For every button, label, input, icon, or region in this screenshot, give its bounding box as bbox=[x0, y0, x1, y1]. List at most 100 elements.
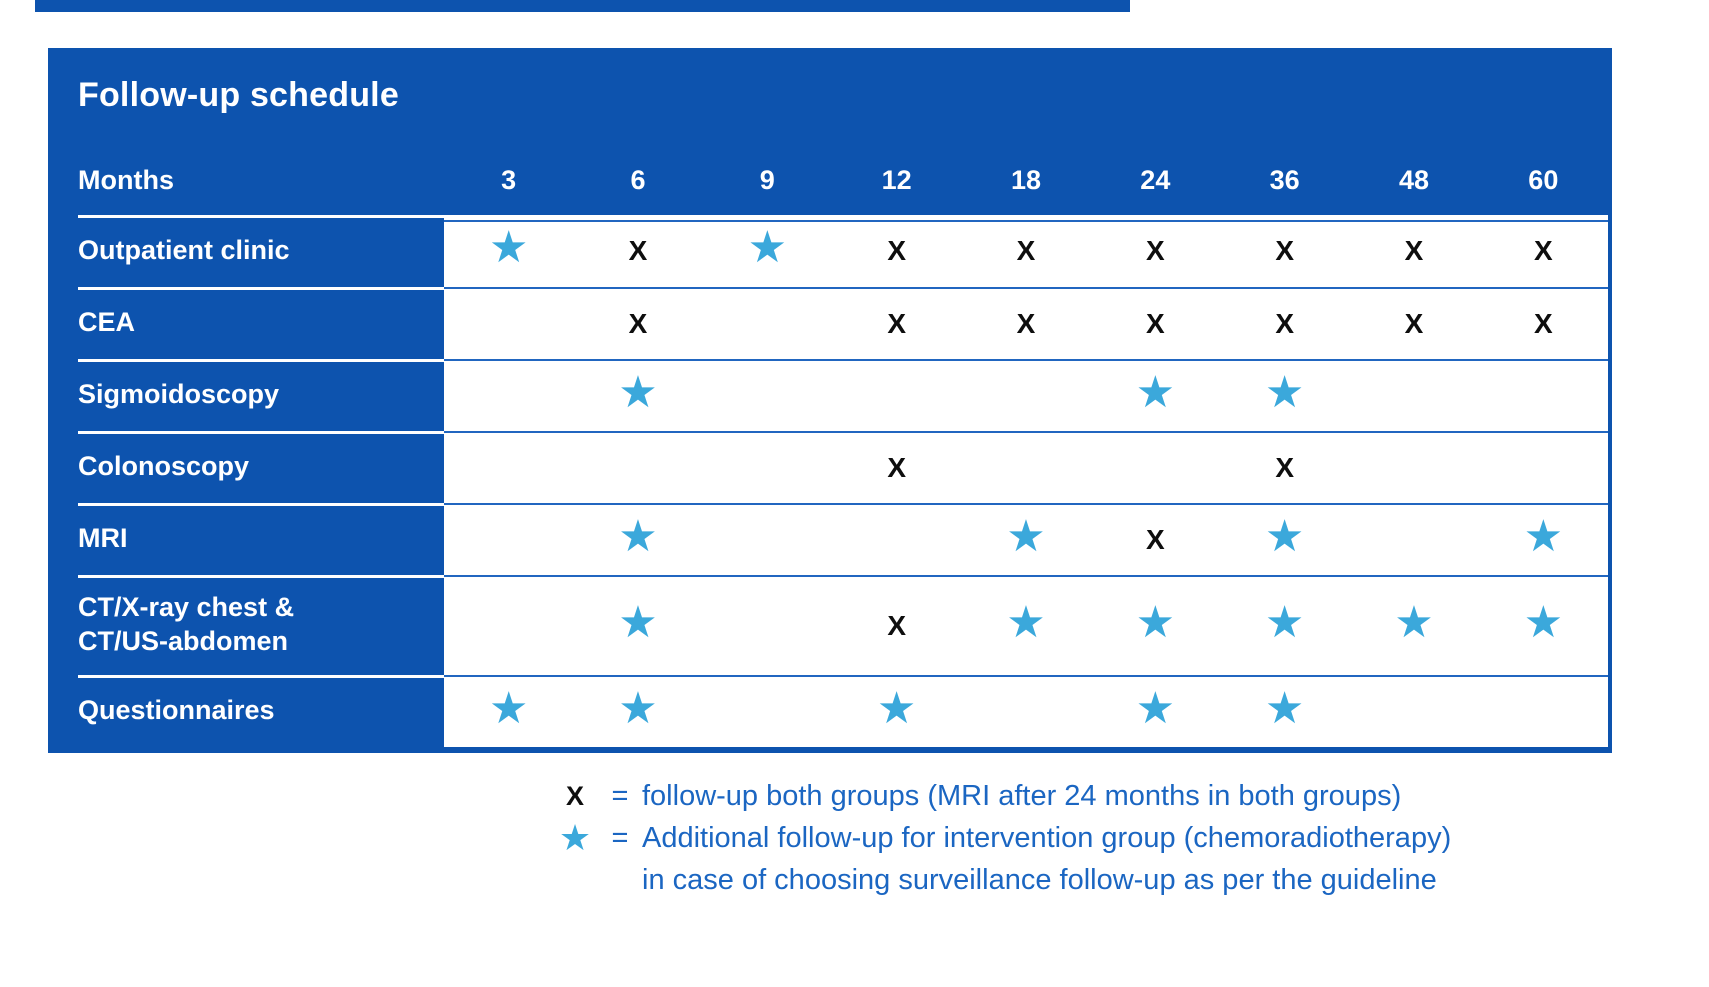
schedule-cell bbox=[1349, 503, 1479, 575]
star-icon: ★ bbox=[876, 684, 917, 733]
star-icon: ★ bbox=[1006, 512, 1046, 561]
schedule-row: Outpatient clinic ★ X ★ X X X X X X bbox=[48, 215, 1608, 287]
x-mark: X bbox=[1145, 235, 1165, 266]
star-icon: ★ bbox=[1264, 598, 1305, 647]
star-icon: ★ bbox=[618, 684, 658, 733]
schedule-cell: ★ bbox=[1090, 359, 1220, 431]
schedule-cell bbox=[1478, 431, 1608, 503]
schedule-cell: ★ bbox=[573, 503, 703, 575]
star-icon: ★ bbox=[1006, 598, 1046, 647]
row-label: MRI bbox=[48, 503, 444, 575]
star-icon: ★ bbox=[618, 512, 658, 561]
x-mark: X bbox=[1533, 235, 1553, 266]
equals-sign: = bbox=[611, 822, 629, 854]
legend-star-text-continued: in case of choosing surveillance follow-… bbox=[642, 864, 1437, 896]
schedule-cell bbox=[444, 359, 574, 431]
schedule-cell: X bbox=[831, 287, 962, 359]
schedule-cell bbox=[1090, 431, 1220, 503]
schedule-cell: ★ bbox=[831, 675, 962, 747]
legend: X = follow-up both groups (MRI after 24 … bbox=[552, 776, 1451, 900]
x-mark: X bbox=[1275, 235, 1294, 266]
schedule-row: CT/X-ray chest & CT/US-abdomen ★ X ★ ★ ★ ★ ★ bbox=[48, 575, 1608, 675]
schedule-cell: ★ bbox=[961, 503, 1091, 575]
x-mark: X bbox=[1016, 308, 1036, 339]
column-header-6: 6 bbox=[630, 164, 646, 195]
x-mark: X bbox=[887, 610, 906, 641]
schedule-cell bbox=[702, 503, 832, 575]
schedule-cell: ★ bbox=[1219, 675, 1350, 747]
star-icon: ★ bbox=[618, 598, 658, 647]
schedule-cell: X bbox=[831, 575, 962, 675]
star-icon: ★ bbox=[488, 223, 529, 272]
schedule-row: Colonoscopy X X bbox=[48, 431, 1608, 503]
x-mark: X bbox=[1145, 524, 1165, 555]
schedule-cell bbox=[444, 431, 574, 503]
star-legend-icon: ★ bbox=[558, 817, 592, 858]
schedule-cell: X bbox=[831, 215, 962, 287]
star-icon: ★ bbox=[1523, 598, 1564, 647]
schedule-cell: X bbox=[573, 215, 703, 287]
schedule-cell bbox=[1478, 359, 1608, 431]
column-header-9: 9 bbox=[759, 164, 775, 195]
schedule-cell bbox=[702, 359, 832, 431]
schedule-cell: X bbox=[831, 431, 962, 503]
x-mark: X bbox=[1016, 235, 1036, 266]
star-icon: ★ bbox=[1135, 368, 1176, 417]
schedule-cell: ★ bbox=[1478, 503, 1608, 575]
schedule-cell: ★ bbox=[444, 675, 574, 747]
schedule-cell bbox=[702, 431, 832, 503]
schedule-cell: ★ bbox=[1219, 359, 1350, 431]
schedule-cell: ★ bbox=[444, 215, 574, 287]
x-mark: X bbox=[1275, 308, 1294, 339]
x-mark: X bbox=[887, 235, 906, 266]
schedule-cell: X bbox=[1090, 503, 1220, 575]
star-icon: ★ bbox=[1264, 368, 1305, 417]
schedule-cell: ★ bbox=[573, 575, 703, 675]
schedule-cell: ★ bbox=[1090, 575, 1220, 675]
row-label: CEA bbox=[48, 287, 444, 359]
x-mark: X bbox=[1145, 308, 1165, 339]
schedule-cell: ★ bbox=[1219, 575, 1350, 675]
schedule-cell: ★ bbox=[1349, 575, 1479, 675]
schedule-cell bbox=[573, 431, 703, 503]
schedule-cell: ★ bbox=[961, 575, 1091, 675]
equals-sign: = bbox=[611, 780, 629, 812]
column-header-12: 12 bbox=[881, 164, 912, 195]
row-label: Outpatient clinic bbox=[48, 215, 444, 287]
star-icon: ★ bbox=[1135, 684, 1176, 733]
column-header-60: 60 bbox=[1528, 164, 1559, 195]
star-icon: ★ bbox=[1264, 684, 1305, 733]
schedule-cell bbox=[702, 287, 832, 359]
x-mark: X bbox=[887, 452, 906, 483]
schedule-row: MRI ★ ★ X ★ ★ bbox=[48, 503, 1608, 575]
table-title: Follow-up schedule bbox=[78, 76, 399, 114]
column-header-3: 3 bbox=[501, 164, 517, 195]
schedule-cell: ★ bbox=[1219, 503, 1350, 575]
top-partial-bar bbox=[35, 0, 1130, 12]
schedule-cell: X bbox=[1349, 215, 1479, 287]
schedule-cell: X bbox=[1219, 287, 1350, 359]
row-label: Colonoscopy bbox=[48, 431, 444, 503]
schedule-cell: ★ bbox=[702, 215, 832, 287]
schedule-cell: ★ bbox=[1090, 675, 1220, 747]
x-mark: X bbox=[1404, 235, 1424, 266]
column-header-24: 24 bbox=[1140, 164, 1171, 195]
schedule-cell: X bbox=[1090, 215, 1220, 287]
legend-x-text: follow-up both groups (MRI after 24 mont… bbox=[642, 780, 1402, 812]
x-mark: X bbox=[1533, 308, 1553, 339]
x-mark-legend-symbol: X bbox=[565, 781, 584, 811]
schedule-cell bbox=[1349, 431, 1479, 503]
star-icon: ★ bbox=[747, 223, 788, 272]
schedule-cell bbox=[961, 359, 1091, 431]
schedule-rows: Outpatient clinic ★ X ★ X X X X X X CEA X X X X X X X Sigm… bbox=[48, 215, 1608, 747]
schedule-cell bbox=[1478, 675, 1608, 747]
schedule-cell: X bbox=[1478, 215, 1608, 287]
schedule-cell bbox=[831, 503, 962, 575]
column-header-18: 18 bbox=[1010, 164, 1042, 195]
schedule-cell: X bbox=[1349, 287, 1479, 359]
schedule-cell bbox=[444, 287, 574, 359]
schedule-cell: X bbox=[1090, 287, 1220, 359]
schedule-row: Questionnaires ★ ★ ★ ★ ★ bbox=[48, 675, 1608, 747]
x-mark: X bbox=[1404, 308, 1424, 339]
star-icon: ★ bbox=[1264, 512, 1305, 561]
